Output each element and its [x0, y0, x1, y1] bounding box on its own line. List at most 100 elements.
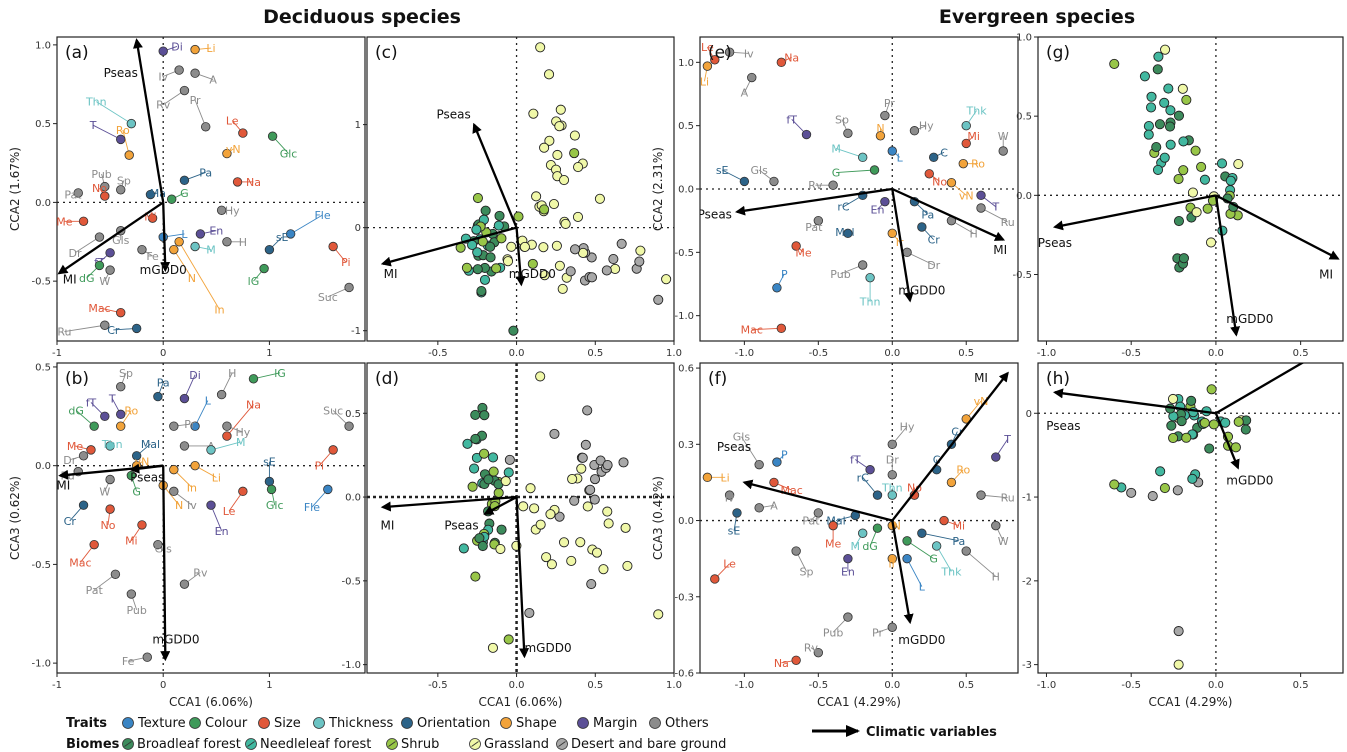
site-point — [567, 473, 578, 485]
site-point — [554, 121, 565, 132]
x-axis-title: CCA1 (4.29%) — [817, 695, 901, 709]
trait-label: Mac — [69, 556, 91, 569]
y-tick-label: -1 — [1022, 493, 1032, 504]
y-tick-label: 0.0 — [678, 185, 694, 196]
vector-arrow — [1052, 388, 1217, 415]
trait-label: C — [940, 146, 948, 159]
leader-line — [194, 400, 209, 427]
vector-label: Pseas — [698, 207, 732, 221]
trait-point — [710, 55, 720, 65]
trait-point — [100, 411, 110, 422]
vector-arrow — [58, 464, 164, 480]
trait-label: T — [89, 119, 97, 132]
legend-biome-label: Broadleaf forest — [137, 737, 241, 752]
trait-point — [216, 205, 227, 215]
leader-line — [173, 249, 193, 279]
trait-label: M — [236, 436, 246, 449]
y-tick-label: 0.0 — [35, 461, 51, 472]
site-point — [470, 571, 481, 582]
trait-point — [116, 307, 126, 318]
site-point — [557, 283, 568, 294]
trait-point — [116, 421, 126, 431]
trait-label: W — [99, 275, 110, 288]
trait-point — [222, 421, 232, 431]
trait-label: Cr — [107, 324, 120, 337]
trait-label: T — [991, 201, 999, 214]
site-point — [1202, 203, 1213, 214]
vector-arrow — [1215, 363, 1305, 415]
site-point — [503, 467, 514, 478]
site-point — [569, 130, 580, 141]
trait-label: Pa — [199, 166, 212, 179]
vector-label: mGDD0 — [1226, 473, 1273, 487]
site-point — [595, 455, 606, 466]
site-point — [1204, 443, 1215, 454]
legend-trait-swatch — [577, 717, 589, 729]
site-point — [558, 174, 570, 186]
vector-label: mGDD0 — [509, 267, 556, 281]
trait-point — [124, 150, 134, 160]
vector-arrow — [1214, 412, 1240, 470]
x-tick-label: -0.5 — [428, 680, 448, 691]
trait-point — [94, 260, 105, 271]
site-point — [467, 239, 478, 251]
trait-label: H — [992, 570, 1000, 583]
panel-label: (h) — [1046, 369, 1070, 389]
vector-arrow — [891, 187, 1006, 241]
trait-label: C — [933, 454, 941, 467]
trait-label: W — [998, 535, 1009, 548]
trait-label: rC — [837, 201, 850, 214]
site-point — [495, 543, 506, 555]
vector-label: Pseas — [1038, 236, 1072, 250]
trait-label: H — [239, 236, 247, 249]
site-point — [653, 294, 664, 305]
vector-label: MI — [63, 273, 77, 287]
y-tick-label: -0.5 — [1012, 270, 1032, 281]
panel-label: (e) — [708, 43, 732, 63]
vector-arrow — [57, 201, 164, 275]
site-point — [582, 501, 593, 512]
trait-label: In — [214, 303, 224, 316]
y-tick-label: 1.0 — [678, 58, 694, 69]
y-tick-label: -1.0 — [31, 659, 51, 670]
trait-label: Mi — [953, 520, 966, 533]
site-point — [589, 494, 600, 505]
y-tick-label: -0.5 — [31, 277, 51, 288]
vector-arrow — [1215, 194, 1340, 260]
y-tick-label: 1.0 — [35, 40, 51, 51]
y-tick-label: 0.3 — [678, 440, 694, 451]
x-tick-label: 0.0 — [509, 348, 525, 359]
site-point — [1146, 91, 1157, 102]
trait-point — [931, 541, 942, 551]
y-axis-title: CCA3 (0.42%) — [651, 476, 665, 560]
leader-line — [74, 236, 100, 254]
trait-point — [801, 129, 812, 140]
x-tick-label: -0.5 — [1121, 348, 1141, 359]
x-tick-label: 0.5 — [1293, 680, 1309, 691]
vector-label: mGDD0 — [898, 633, 945, 647]
trait-point — [169, 244, 179, 255]
y-tick-label: -1.0 — [341, 660, 361, 671]
trait-label: L — [205, 395, 212, 408]
site-point — [1168, 432, 1179, 444]
trait-point — [976, 190, 986, 201]
site-point — [1181, 94, 1192, 105]
trait-point — [887, 622, 897, 632]
trait-label: Rv — [808, 179, 823, 192]
vector-arrow — [515, 496, 530, 659]
trait-point — [116, 185, 126, 195]
trait-point — [190, 421, 200, 431]
panel-frame — [366, 362, 675, 674]
site-point — [589, 474, 601, 485]
trait-label: Thn — [881, 482, 903, 495]
trait-label: Ir — [888, 558, 896, 571]
trait-label: Iv — [725, 492, 735, 505]
vector-label: MI — [381, 519, 395, 533]
leader-line — [980, 207, 1008, 223]
trait-point — [976, 203, 986, 213]
trait-point — [754, 503, 764, 513]
trait-point — [105, 504, 115, 514]
trait-point — [791, 655, 801, 665]
trait-label: Glc — [280, 148, 298, 161]
trait-label: Mal — [835, 226, 854, 239]
